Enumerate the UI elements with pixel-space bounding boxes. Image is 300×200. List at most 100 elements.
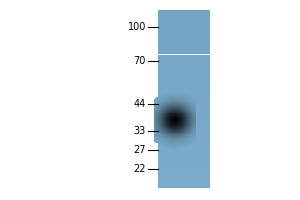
Bar [173,136,175,138]
Bar [178,141,179,143]
Bar [169,127,170,128]
Bar [163,96,164,98]
Bar [179,147,180,148]
Bar [163,136,164,138]
Bar [192,141,194,143]
Bar [156,101,157,103]
Bar [172,94,173,96]
Bar [194,127,196,128]
Bar [177,127,178,128]
Bar [160,115,161,117]
Bar [156,131,157,132]
Bar [179,109,181,110]
Bar [176,97,177,99]
Bar [176,118,177,120]
Bar [158,113,159,114]
Bar [168,116,169,118]
Bar [186,145,187,146]
Bar [159,132,160,133]
Bar [184,94,185,96]
Bar [184,107,185,108]
Bar [156,109,157,110]
Bar [165,99,166,101]
Bar [190,107,191,108]
Bar [171,137,172,139]
Bar [166,146,167,147]
Bar [174,116,175,118]
Bar [175,93,176,94]
Bar [158,105,210,106]
Bar [163,128,164,129]
Bar [171,92,172,93]
Bar [169,119,170,121]
Bar [169,142,170,143]
Bar [163,125,164,126]
Bar [173,109,175,110]
Bar [170,146,171,147]
Bar [178,109,179,110]
Bar [158,151,210,152]
Bar [157,97,158,99]
Bar [179,139,181,141]
Bar [187,122,188,123]
Bar [168,139,169,141]
Bar [182,132,183,133]
Bar [180,114,181,116]
Bar [184,107,185,108]
Bar [182,117,183,119]
Bar [163,130,164,131]
Bar [157,134,158,136]
Bar [181,98,182,100]
Bar [181,123,182,124]
Bar [182,108,183,109]
Bar [179,135,180,137]
Bar [184,118,185,120]
Bar [182,147,183,148]
Bar [166,115,167,117]
Bar [184,135,185,137]
Bar [193,135,194,137]
Bar [186,111,188,112]
Bar [179,140,181,142]
Bar [171,143,172,144]
Bar [157,99,158,101]
Bar [163,143,164,144]
Bar [184,104,185,105]
Bar [184,110,185,111]
Bar [176,119,177,121]
Bar [160,119,162,121]
Bar [165,141,166,143]
Bar [188,117,190,119]
Bar [184,121,185,123]
Bar [160,136,162,138]
Bar [161,135,162,137]
Bar [166,147,167,148]
Bar [159,117,160,119]
Bar [184,97,185,99]
Bar [163,97,164,99]
Bar [185,119,186,121]
Bar [175,115,176,117]
Bar [191,105,192,106]
Bar [158,11,210,13]
Bar [182,105,183,106]
Bar [186,112,188,113]
Bar [169,112,170,113]
Bar [165,143,166,144]
Bar [175,138,176,140]
Bar [187,127,188,128]
Bar [158,115,160,117]
Bar [189,112,190,113]
Bar [170,147,171,148]
Bar [183,93,184,94]
Bar [158,107,159,108]
Bar [158,113,160,114]
Bar [176,94,177,96]
Bar [179,144,181,145]
Bar [164,130,165,131]
Bar [162,127,163,128]
Bar [184,128,185,129]
Bar [190,115,191,117]
Bar [167,113,169,114]
Bar [170,133,171,135]
